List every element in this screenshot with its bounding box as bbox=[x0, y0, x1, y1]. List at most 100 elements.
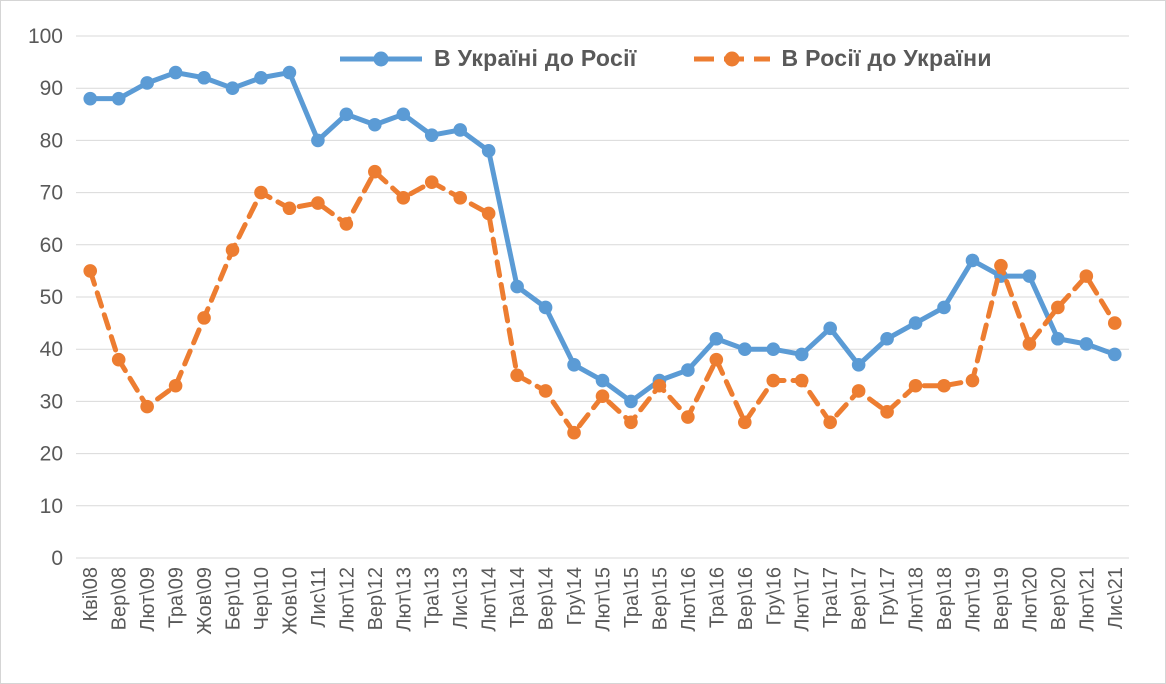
series-in-russia-to-ukraine-data-point-marker bbox=[652, 378, 667, 393]
x-axis-tick-label: Вер\20 bbox=[1048, 567, 1070, 630]
x-axis-tick-label: Вер\15 bbox=[649, 567, 671, 630]
series-in-ukraine-to-russia-data-point-marker bbox=[282, 65, 297, 80]
series-in-ukraine-to-russia-data-point-marker bbox=[538, 300, 553, 315]
series-in-russia-to-ukraine-data-point-marker bbox=[965, 373, 980, 388]
series-in-ukraine-to-russia-data-point-marker bbox=[424, 128, 439, 142]
series-in-russia-to-ukraine-data-point-marker bbox=[339, 217, 354, 231]
series-in-ukraine-to-russia-data-point-marker bbox=[1051, 331, 1065, 346]
x-axis-tick-label: Тра\16 bbox=[706, 567, 728, 628]
x-axis-tick-label: Лют\17 bbox=[792, 567, 814, 632]
y-axis-tick-label: 90 bbox=[40, 77, 63, 100]
series-in-ukraine-to-russia-data-point-marker bbox=[567, 358, 581, 372]
series-in-russia-to-ukraine-data-point-marker bbox=[111, 352, 126, 367]
series-in-russia-to-ukraine-data-point-marker bbox=[311, 196, 325, 210]
series-in-russia-to-ukraine-data-point-marker bbox=[140, 399, 154, 414]
series-in-ukraine-to-russia-data-point-marker bbox=[254, 70, 268, 85]
series-in-russia-to-ukraine-data-point-marker bbox=[424, 175, 439, 189]
x-axis-tick-label: Тра\09 bbox=[166, 567, 188, 628]
series-in-ukraine-to-russia-data-point-marker bbox=[709, 331, 724, 346]
series-in-russia-to-ukraine-data-point-marker bbox=[368, 164, 382, 179]
series-in-ukraine-to-russia-data-point-marker bbox=[937, 300, 951, 315]
x-axis-tick-label: Лют\15 bbox=[593, 567, 615, 632]
series-in-ukraine-to-russia-data-point-marker bbox=[140, 76, 154, 90]
y-axis-tick-label: 20 bbox=[40, 443, 63, 466]
series-in-russia-to-ukraine-data-point-marker bbox=[282, 201, 297, 216]
series-in-ukraine-to-russia-data-point-marker bbox=[624, 394, 638, 409]
series-in-russia-to-ukraine-data-point-marker bbox=[851, 384, 866, 398]
x-axis-tick-label: Лют\16 bbox=[678, 567, 700, 632]
series-in-ukraine-to-russia-data-point-marker bbox=[197, 70, 211, 85]
series-in-russia-to-ukraine-data-point-marker bbox=[225, 243, 240, 257]
y-axis-tick-label: 30 bbox=[40, 390, 63, 413]
y-axis-tick-label: 100 bbox=[28, 25, 63, 48]
x-axis-tick-label: Кві\08 bbox=[80, 567, 102, 622]
x-axis-tick-label: Лис\21 bbox=[1105, 567, 1127, 629]
series-in-ukraine-to-russia-data-point-marker bbox=[794, 347, 809, 362]
series-in-ukraine-to-russia-data-point-marker bbox=[1079, 337, 1094, 351]
series-in-russia-to-ukraine-data-point-marker bbox=[794, 373, 809, 388]
x-axis-tick-label: Вер\19 bbox=[991, 567, 1013, 630]
series-in-ukraine-to-russia-data-point-marker bbox=[225, 81, 240, 95]
x-axis-tick-label: Вер\08 bbox=[109, 567, 131, 630]
x-axis-tick-label: Лют\18 bbox=[906, 567, 928, 632]
series-in-ukraine-to-russia-data-point-marker bbox=[1022, 269, 1037, 283]
series-in-russia-to-ukraine-data-point-marker bbox=[538, 384, 553, 398]
series-in-ukraine-to-russia-data-point-marker bbox=[453, 123, 468, 137]
x-axis-tick-label: Жов\10 bbox=[279, 567, 301, 635]
series-in-russia-to-ukraine-data-point-marker bbox=[908, 378, 923, 393]
x-axis-tick-label: Лют\21 bbox=[1076, 567, 1098, 632]
series-in-ukraine-to-russia-data-point-marker bbox=[823, 321, 837, 336]
series-in-ukraine-to-russia-data-point-marker bbox=[368, 117, 382, 132]
x-axis-tick-label: Вер\18 bbox=[934, 567, 956, 630]
x-axis-tick-label: Лют\09 bbox=[137, 567, 159, 632]
x-axis-tick-label: Чер\10 bbox=[251, 567, 273, 630]
series-in-russia-to-ukraine-data-point-marker bbox=[880, 405, 894, 419]
y-axis-tick-label: 70 bbox=[40, 182, 63, 205]
series-in-russia-to-ukraine-data-point-marker bbox=[709, 352, 724, 367]
series-in-russia-to-ukraine-data-point-marker bbox=[595, 389, 610, 403]
series-in-russia-to-ukraine-data-point-marker bbox=[197, 311, 211, 325]
y-axis-tick-label: 50 bbox=[40, 286, 63, 309]
series-in-russia-to-ukraine-data-point-marker bbox=[681, 410, 695, 424]
x-axis-tick-label: Лют\19 bbox=[962, 567, 984, 632]
x-axis-tick-label: Вер\17 bbox=[849, 567, 871, 630]
solid-line-marker-icon bbox=[340, 51, 422, 66]
series-in-russia-to-ukraine-data-point-marker bbox=[823, 415, 837, 430]
x-axis-tick-label: Лис\11 bbox=[308, 567, 330, 628]
series-in-russia-to-ukraine-data-point-marker bbox=[453, 191, 468, 205]
x-axis-tick-label: Лют\12 bbox=[336, 567, 358, 632]
series-in-ukraine-to-russia-data-point-marker bbox=[737, 342, 752, 357]
x-axis-tick-label: Гру\17 bbox=[877, 567, 899, 625]
series-in-ukraine-to-russia-data-point-marker bbox=[396, 107, 411, 122]
x-axis-tick-label: Лис\13 bbox=[450, 567, 472, 629]
series-in-ukraine-to-russia-data-point-marker bbox=[965, 253, 980, 268]
series-in-russia-to-ukraine-data-point-marker bbox=[254, 185, 268, 200]
series-in-ukraine-to-russia-data-point-marker bbox=[168, 65, 183, 80]
x-axis-tick-label: Бер\10 bbox=[223, 567, 245, 630]
series-in-ukraine-to-russia-data-point-marker bbox=[311, 133, 325, 148]
series-in-ukraine-to-russia-data-point-marker bbox=[595, 373, 610, 388]
series-in-russia-to-ukraine-data-point-marker bbox=[766, 373, 781, 388]
legend-label-in-ukraine-to-russia: В Україні до Росії bbox=[434, 45, 637, 71]
series-in-russia-to-ukraine-data-point-marker bbox=[83, 264, 98, 278]
y-axis-tick-label: 10 bbox=[40, 495, 63, 518]
legend-item-in-ukraine-to-russia: В Україні до Росії bbox=[339, 45, 637, 72]
series-in-russia-to-ukraine-data-point-marker bbox=[624, 415, 638, 430]
y-axis-tick-label: 40 bbox=[40, 338, 63, 361]
x-axis-tick-label: Гру\16 bbox=[763, 567, 785, 625]
series-in-russia-to-ukraine-data-point-marker bbox=[168, 378, 183, 393]
series-in-ukraine-to-russia-data-point-marker bbox=[851, 358, 866, 372]
x-axis-tick-label: Лют\13 bbox=[393, 567, 415, 632]
series-in-russia-to-ukraine-data-point-marker bbox=[1022, 337, 1037, 351]
x-axis-tick-label: Тра\13 bbox=[422, 567, 444, 628]
x-axis-tick-label: Жов\09 bbox=[194, 567, 216, 635]
series-in-russia-to-ukraine-data-point-marker bbox=[1107, 316, 1122, 330]
legend-label-in-russia-to-ukraine: В Росії до України bbox=[781, 45, 992, 71]
chart-legend: В Україні до Росії В Росії до України bbox=[339, 45, 992, 72]
x-axis-tick-label: Гру\14 bbox=[564, 567, 586, 625]
y-axis-tick-label: 80 bbox=[40, 129, 63, 152]
y-axis-tick-label: 0 bbox=[51, 547, 63, 570]
x-axis-tick-label: Вер\12 bbox=[365, 567, 387, 630]
x-axis-tick-label: Вер\16 bbox=[735, 567, 757, 630]
series-in-ukraine-to-russia-data-point-marker bbox=[908, 316, 923, 330]
